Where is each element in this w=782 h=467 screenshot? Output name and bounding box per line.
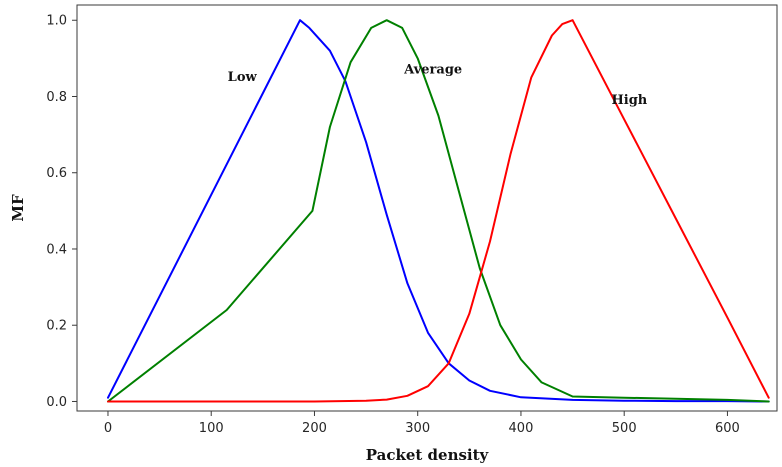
x-tick-label: 600 xyxy=(715,421,740,436)
x-tick-label: 0 xyxy=(104,421,112,436)
x-axis-ticks: 0 100 200 300 400 500 600 xyxy=(104,411,740,436)
y-tick-label: 0.2 xyxy=(46,319,67,334)
series-lines xyxy=(107,19,770,403)
y-tick-label: 0.0 xyxy=(46,395,67,410)
annotation-high: High xyxy=(611,93,647,108)
series-line-average xyxy=(107,19,770,403)
annotation-low: Low xyxy=(228,70,258,85)
x-axis-title: Packet density xyxy=(366,446,490,464)
plot-area xyxy=(76,4,778,412)
y-tick-label: 1.0 xyxy=(46,14,67,29)
series-annotations: Low Average High xyxy=(228,63,648,108)
x-tick-label: 200 xyxy=(302,421,327,436)
y-axis-ticks: 0.0 0.2 0.4 0.6 0.8 1.0 xyxy=(46,14,77,410)
x-tick-label: 400 xyxy=(509,421,534,436)
x-tick-label: 500 xyxy=(612,421,637,436)
series-line-low xyxy=(107,19,770,403)
y-tick-label: 0.6 xyxy=(46,166,67,181)
series-line-high xyxy=(107,19,770,403)
x-tick-label: 300 xyxy=(405,421,430,436)
y-axis-title: MF xyxy=(9,194,27,222)
y-tick-label: 0.4 xyxy=(46,242,67,257)
annotation-average: Average xyxy=(403,63,462,78)
x-tick-label: 100 xyxy=(199,421,224,436)
y-tick-label: 0.8 xyxy=(46,90,67,105)
